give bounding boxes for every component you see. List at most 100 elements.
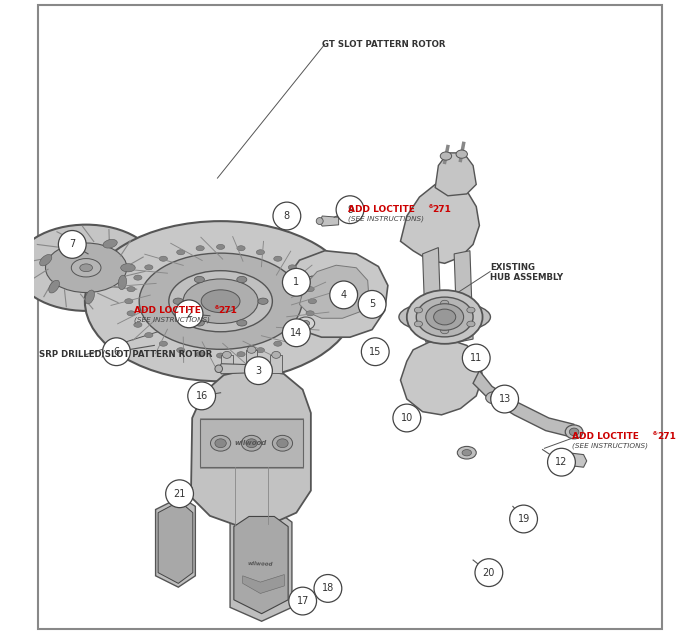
Text: 271: 271 <box>657 432 675 441</box>
Ellipse shape <box>426 304 463 330</box>
Polygon shape <box>400 181 480 263</box>
Text: ®: ® <box>427 204 433 209</box>
Polygon shape <box>270 355 282 373</box>
Text: 17: 17 <box>297 596 309 606</box>
Ellipse shape <box>120 264 135 272</box>
Ellipse shape <box>241 436 262 451</box>
Ellipse shape <box>486 391 505 404</box>
Text: 7: 7 <box>69 240 76 249</box>
Text: ADD LOCTITE: ADD LOCTITE <box>348 205 415 214</box>
Polygon shape <box>400 339 482 415</box>
Circle shape <box>283 319 310 347</box>
Polygon shape <box>300 265 369 318</box>
Polygon shape <box>454 250 473 342</box>
Circle shape <box>393 404 421 432</box>
Ellipse shape <box>247 346 256 353</box>
Ellipse shape <box>237 246 245 251</box>
Ellipse shape <box>127 311 135 316</box>
Polygon shape <box>230 512 292 621</box>
Circle shape <box>336 196 364 224</box>
Ellipse shape <box>274 341 282 346</box>
Ellipse shape <box>306 287 314 292</box>
Ellipse shape <box>256 250 265 255</box>
Ellipse shape <box>237 320 247 326</box>
Polygon shape <box>279 211 298 221</box>
Ellipse shape <box>276 212 283 219</box>
Ellipse shape <box>211 436 231 451</box>
Ellipse shape <box>118 275 127 290</box>
Text: ®: ® <box>651 431 657 436</box>
Ellipse shape <box>306 311 314 316</box>
Text: 1: 1 <box>293 277 300 287</box>
Ellipse shape <box>288 333 297 338</box>
Circle shape <box>273 202 301 230</box>
Ellipse shape <box>134 322 142 327</box>
Ellipse shape <box>49 280 60 293</box>
Polygon shape <box>158 501 193 583</box>
Ellipse shape <box>173 298 183 304</box>
Text: wilwood: wilwood <box>248 562 273 567</box>
Circle shape <box>166 480 193 508</box>
Polygon shape <box>435 153 476 196</box>
Ellipse shape <box>65 235 78 245</box>
Ellipse shape <box>127 287 135 292</box>
Polygon shape <box>221 355 232 373</box>
Ellipse shape <box>366 344 384 356</box>
Text: 20: 20 <box>483 567 495 578</box>
Text: 271: 271 <box>218 306 237 315</box>
Circle shape <box>283 268 310 296</box>
Ellipse shape <box>237 352 245 357</box>
Ellipse shape <box>183 279 258 323</box>
Ellipse shape <box>272 436 293 451</box>
Text: 19: 19 <box>517 514 530 524</box>
Ellipse shape <box>256 347 265 353</box>
Circle shape <box>475 559 503 586</box>
Circle shape <box>244 357 272 385</box>
Text: (SEE INSTRUCTIONS): (SEE INSTRUCTIONS) <box>134 316 210 323</box>
Ellipse shape <box>176 347 185 353</box>
Text: 9: 9 <box>347 205 353 215</box>
Text: HUB ASSEMBLY: HUB ASSEMBLY <box>490 273 564 282</box>
Ellipse shape <box>366 298 384 311</box>
Ellipse shape <box>201 290 240 313</box>
Ellipse shape <box>223 351 231 358</box>
Circle shape <box>314 574 342 602</box>
Ellipse shape <box>345 290 353 296</box>
Ellipse shape <box>276 439 288 448</box>
Polygon shape <box>246 350 257 368</box>
Ellipse shape <box>414 321 423 327</box>
Text: ADD LOCTITE: ADD LOCTITE <box>572 432 639 441</box>
Ellipse shape <box>299 275 307 280</box>
Ellipse shape <box>457 446 476 459</box>
FancyBboxPatch shape <box>38 4 662 630</box>
Ellipse shape <box>160 341 167 346</box>
Polygon shape <box>243 574 284 593</box>
Polygon shape <box>155 497 195 587</box>
Text: 14: 14 <box>290 328 302 338</box>
Ellipse shape <box>195 320 204 326</box>
Ellipse shape <box>80 264 92 271</box>
Ellipse shape <box>134 275 142 280</box>
Ellipse shape <box>274 256 282 261</box>
Circle shape <box>491 385 519 413</box>
Text: 3: 3 <box>256 366 262 376</box>
Ellipse shape <box>559 457 568 463</box>
Text: 13: 13 <box>498 394 511 404</box>
Ellipse shape <box>407 415 416 421</box>
Ellipse shape <box>302 320 309 326</box>
Circle shape <box>188 382 216 410</box>
Polygon shape <box>320 216 339 226</box>
Text: 5: 5 <box>369 299 375 309</box>
Text: EXISTING: EXISTING <box>490 263 535 272</box>
Circle shape <box>510 505 538 533</box>
Ellipse shape <box>299 322 307 327</box>
Text: 10: 10 <box>400 413 413 423</box>
Polygon shape <box>473 371 574 437</box>
Ellipse shape <box>258 298 268 304</box>
Text: 8: 8 <box>284 211 290 221</box>
Ellipse shape <box>308 299 316 304</box>
Polygon shape <box>204 309 233 320</box>
Ellipse shape <box>125 299 133 304</box>
Circle shape <box>175 300 203 328</box>
Text: GT SLOT PATTERN ROTOR: GT SLOT PATTERN ROTOR <box>321 40 445 49</box>
